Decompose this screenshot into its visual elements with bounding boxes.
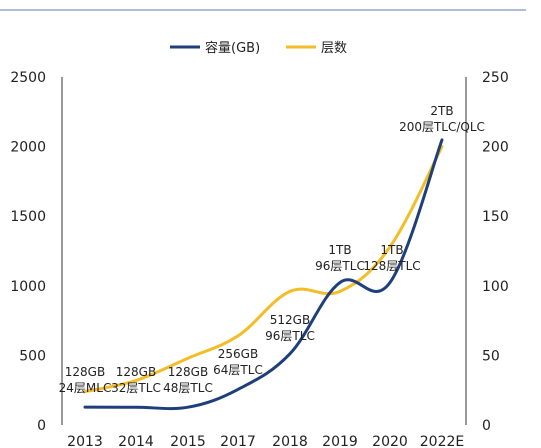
annotation-line: 256GB: [218, 347, 258, 361]
right-tick-label: 150: [482, 209, 509, 225]
x-tick-label: 2015: [170, 434, 206, 448]
x-tick-label: 2020: [372, 434, 408, 448]
left-tick-label: 1500: [10, 209, 46, 225]
data-annotation: 256GB 64层TLC: [213, 347, 263, 377]
data-annotation: 1TB 128层TLC: [363, 243, 420, 273]
data-annotation: 512GB 96层TLC: [265, 313, 315, 343]
left-tick-label: 1000: [10, 279, 46, 295]
annotation-line: 128层TLC: [363, 259, 420, 273]
legend-label-capacity: 容量(GB): [205, 40, 260, 56]
annotation-line: 48层TLC: [163, 381, 213, 395]
left-tick-label: 500: [19, 348, 46, 364]
data-annotation: 1TB 96层TLC: [315, 243, 365, 273]
right-tick-label: 100: [482, 279, 509, 295]
x-tick-label: 2014: [118, 434, 154, 448]
right-axis-ticks: 0 50 100 150 200 250: [482, 70, 509, 434]
annotation-line: 96层TLC: [315, 259, 365, 273]
data-annotation: 128GB 48层TLC: [163, 365, 213, 395]
left-tick-label: 0: [37, 418, 46, 434]
annotation-line: 128GB: [116, 365, 156, 379]
annotation-line: 24层MLC: [59, 381, 112, 395]
annotation-line: 32层TLC: [111, 381, 161, 395]
right-tick-label: 50: [482, 348, 500, 364]
legend-label-layers: 层数: [321, 41, 347, 56]
data-annotation: 2TB 200层TLC/QLC: [399, 104, 485, 134]
right-tick-label: 250: [482, 70, 509, 86]
series-group: [83, 138, 444, 411]
x-tick-label: 2018: [272, 434, 308, 448]
annotations: 128GB 24层MLC 128GB 32层TLC 128GB 48层TLC 256GB 64…: [59, 104, 485, 395]
legend: 容量(GB) 层数: [170, 40, 347, 56]
data-annotation: 128GB 24层MLC: [59, 365, 112, 395]
right-tick-label: 0: [482, 418, 491, 434]
x-axis-ticks: 2013 2014 2015 2017 2018 2019 2020 2022E: [67, 434, 464, 448]
annotation-line: 2TB: [430, 104, 453, 118]
left-tick-label: 2000: [10, 140, 46, 156]
left-tick-label: 2500: [10, 70, 46, 86]
annotation-line: 128GB: [168, 365, 208, 379]
annotation-line: 512GB: [270, 313, 310, 327]
series-line-layers: [83, 145, 444, 394]
annotation-line: 128GB: [65, 365, 105, 379]
annotation-line: 96层TLC: [265, 329, 315, 343]
data-annotation: 128GB 32层TLC: [111, 365, 161, 395]
x-tick-label: 2017: [220, 434, 256, 448]
x-tick-label: 2022E: [420, 434, 464, 448]
annotation-line: 1TB: [328, 243, 351, 257]
series-line-capacity: [83, 138, 444, 411]
annotation-line: 200层TLC/QLC: [399, 120, 485, 134]
x-tick-label: 2019: [322, 434, 358, 448]
annotation-line: 64层TLC: [213, 363, 263, 377]
right-tick-label: 200: [482, 140, 509, 156]
annotation-line: 1TB: [380, 243, 403, 257]
x-tick-label: 2013: [67, 434, 103, 448]
left-axis-ticks: 0 500 1000 1500 2000 2500: [10, 70, 46, 434]
